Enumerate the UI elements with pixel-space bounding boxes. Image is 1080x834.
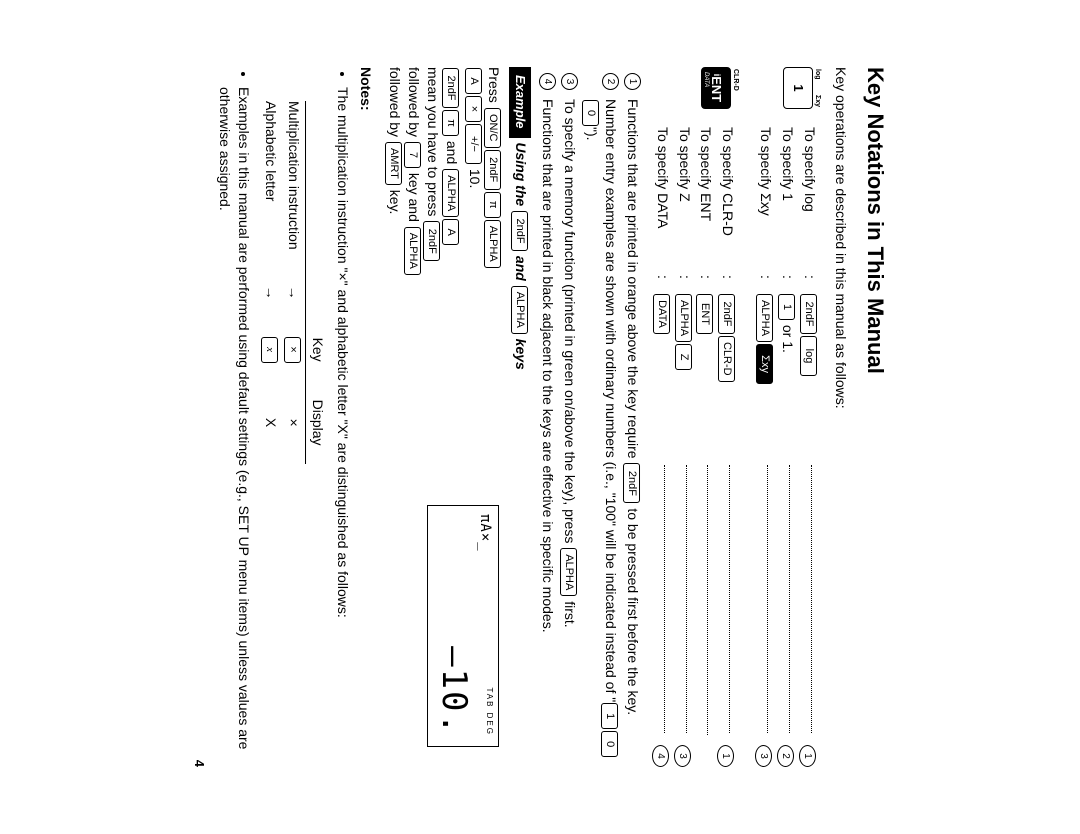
keycap-diagram-1: logΣxy 1 xyxy=(783,67,821,109)
keycap-diagram-2: CLR-D iENTDATA xyxy=(701,67,739,109)
spec-row: To specify CLR-D: 2ndFCLR-D 1 xyxy=(717,127,737,767)
key-alpha: ALPHA xyxy=(756,294,773,342)
page-number: 4 xyxy=(190,67,208,767)
key-log: log xyxy=(800,336,817,376)
key-sigxy: Σxy xyxy=(756,344,773,384)
spec-row: To specify ENT: ENT xyxy=(696,127,715,767)
spec-row: To specify log: 2ndFlog 1 xyxy=(799,127,819,767)
spec-row: To specify DATA: DATA 4 xyxy=(652,127,672,767)
lcd-display: πA×_ TAB DEG –10. xyxy=(427,505,499,747)
spec-row: To specify 1: 1 or 1. 2 xyxy=(777,127,797,767)
key-2ndf: 2ndF xyxy=(800,294,817,334)
notes-list: The multiplication instruction "×" and a… xyxy=(216,67,353,767)
spec-row: To specify Σxy: ALPHAΣxy 3 xyxy=(755,127,775,767)
intro-text: Key operations are described in this man… xyxy=(831,67,850,767)
page-title: Key Notations in This Manual xyxy=(860,67,890,767)
numbered-list: 1Functions that are printed in orange ab… xyxy=(539,73,643,767)
notes-header: Notes: xyxy=(356,67,375,767)
example-heading: Example Using the 2ndF and ALPHA keys xyxy=(509,67,531,767)
key-display-table: KeyDisplay Multiplication instruction→××… xyxy=(259,101,329,464)
key-1: 1 xyxy=(778,294,795,320)
spec-row: To specify Z: ALPHAZ 3 xyxy=(674,127,694,767)
page-content: Key Notations in This Manual Key operati… xyxy=(190,67,890,767)
